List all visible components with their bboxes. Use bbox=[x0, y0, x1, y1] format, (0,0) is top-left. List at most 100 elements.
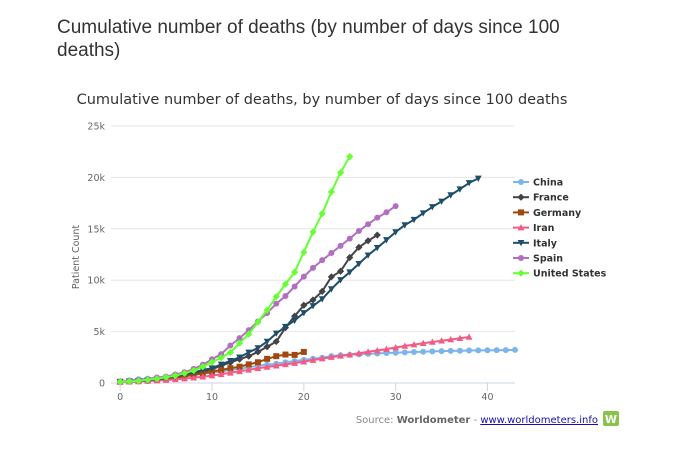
data-point[interactable] bbox=[465, 333, 473, 340]
data-point[interactable] bbox=[236, 363, 243, 370]
data-point[interactable] bbox=[217, 354, 225, 362]
data-point[interactable] bbox=[181, 375, 188, 382]
data-point[interactable] bbox=[264, 355, 271, 362]
data-point[interactable] bbox=[373, 347, 381, 354]
data-point[interactable] bbox=[300, 248, 308, 256]
data-point[interactable] bbox=[373, 231, 381, 239]
data-point[interactable] bbox=[327, 188, 335, 196]
data-point[interactable] bbox=[346, 253, 354, 262]
data-point[interactable] bbox=[199, 363, 207, 371]
data-point[interactable] bbox=[456, 186, 464, 193]
legend-item-italy[interactable]: Italy bbox=[513, 238, 558, 249]
data-point[interactable] bbox=[493, 347, 500, 354]
data-point[interactable] bbox=[327, 286, 335, 293]
data-point[interactable] bbox=[254, 348, 262, 356]
data-point[interactable] bbox=[291, 351, 298, 358]
legend-marker[interactable] bbox=[518, 179, 524, 185]
data-point[interactable] bbox=[429, 348, 436, 355]
data-point[interactable] bbox=[272, 292, 280, 301]
data-point[interactable] bbox=[364, 252, 372, 259]
data-point[interactable] bbox=[392, 203, 399, 210]
data-point[interactable] bbox=[245, 366, 253, 373]
data-point[interactable] bbox=[309, 303, 317, 310]
data-point[interactable] bbox=[419, 210, 427, 217]
data-point[interactable] bbox=[337, 352, 344, 359]
source-link[interactable]: www.worldometers.info bbox=[480, 415, 598, 426]
data-point[interactable] bbox=[281, 280, 290, 288]
data-point[interactable] bbox=[373, 244, 381, 252]
data-point[interactable] bbox=[336, 267, 345, 275]
data-point[interactable] bbox=[383, 209, 390, 216]
data-point[interactable] bbox=[245, 361, 252, 368]
data-point[interactable] bbox=[392, 344, 400, 351]
legend-label[interactable]: France bbox=[533, 193, 569, 204]
data-point[interactable] bbox=[365, 221, 372, 228]
data-point[interactable] bbox=[328, 250, 335, 257]
legend-marker[interactable] bbox=[517, 224, 525, 231]
data-point[interactable] bbox=[236, 354, 243, 361]
data-point[interactable] bbox=[227, 365, 234, 372]
legend-label[interactable]: China bbox=[533, 178, 563, 189]
data-point[interactable] bbox=[318, 355, 326, 362]
data-point[interactable] bbox=[447, 192, 455, 199]
legend-marker[interactable] bbox=[518, 209, 524, 216]
data-point[interactable] bbox=[392, 229, 400, 236]
data-point[interactable] bbox=[364, 348, 372, 355]
worldometer-logo-icon[interactable]: W bbox=[603, 411, 619, 426]
legend-label[interactable]: Iran bbox=[533, 223, 555, 234]
legend-item-china[interactable]: China bbox=[513, 178, 563, 189]
data-point[interactable] bbox=[438, 198, 445, 205]
data-point[interactable] bbox=[245, 349, 253, 356]
data-point[interactable] bbox=[475, 347, 482, 354]
data-point[interactable] bbox=[401, 349, 408, 356]
data-point[interactable] bbox=[346, 153, 354, 161]
data-point[interactable] bbox=[282, 323, 289, 331]
data-point[interactable] bbox=[245, 330, 253, 338]
data-point[interactable] bbox=[226, 348, 234, 356]
data-point[interactable] bbox=[180, 369, 189, 377]
data-point[interactable] bbox=[282, 360, 289, 368]
legend-marker[interactable] bbox=[517, 240, 525, 247]
legend-label[interactable]: United States bbox=[533, 269, 607, 280]
data-point[interactable] bbox=[116, 378, 124, 386]
data-point[interactable] bbox=[456, 347, 463, 354]
data-point[interactable] bbox=[300, 273, 307, 280]
data-point[interactable] bbox=[263, 306, 271, 314]
data-point[interactable] bbox=[144, 376, 152, 384]
data-point[interactable] bbox=[355, 227, 362, 234]
data-point[interactable] bbox=[401, 342, 409, 349]
data-point[interactable] bbox=[327, 273, 335, 281]
data-point[interactable] bbox=[263, 363, 271, 370]
data-point[interactable] bbox=[392, 349, 399, 356]
data-point[interactable] bbox=[401, 222, 409, 229]
data-point[interactable] bbox=[383, 237, 390, 244]
data-point[interactable] bbox=[208, 372, 216, 379]
data-point[interactable] bbox=[419, 339, 427, 346]
data-point[interactable] bbox=[355, 261, 363, 268]
legend-item-germany[interactable]: Germany bbox=[513, 208, 582, 219]
data-point[interactable] bbox=[346, 235, 353, 242]
data-point[interactable] bbox=[134, 377, 143, 385]
data-point[interactable] bbox=[318, 287, 326, 295]
legend-label[interactable]: Spain bbox=[533, 254, 563, 265]
data-point[interactable] bbox=[374, 214, 381, 221]
data-point[interactable] bbox=[282, 351, 289, 358]
data-point[interactable] bbox=[465, 180, 473, 187]
legend-label[interactable]: Italy bbox=[533, 238, 558, 249]
data-point[interactable] bbox=[410, 216, 418, 224]
data-point[interactable] bbox=[125, 377, 133, 386]
data-point[interactable] bbox=[300, 301, 308, 309]
data-point[interactable] bbox=[208, 365, 216, 372]
data-point[interactable] bbox=[512, 346, 518, 353]
data-point[interactable] bbox=[291, 317, 299, 325]
data-point[interactable] bbox=[355, 243, 363, 251]
legend-marker[interactable] bbox=[517, 269, 525, 277]
data-point[interactable] bbox=[428, 338, 436, 345]
legend-marker[interactable] bbox=[518, 255, 524, 261]
data-point[interactable] bbox=[447, 335, 455, 343]
data-point[interactable] bbox=[309, 296, 317, 304]
data-point[interactable] bbox=[254, 359, 261, 366]
data-point[interactable] bbox=[346, 269, 354, 276]
data-point[interactable] bbox=[227, 342, 234, 349]
data-point[interactable] bbox=[272, 330, 280, 337]
